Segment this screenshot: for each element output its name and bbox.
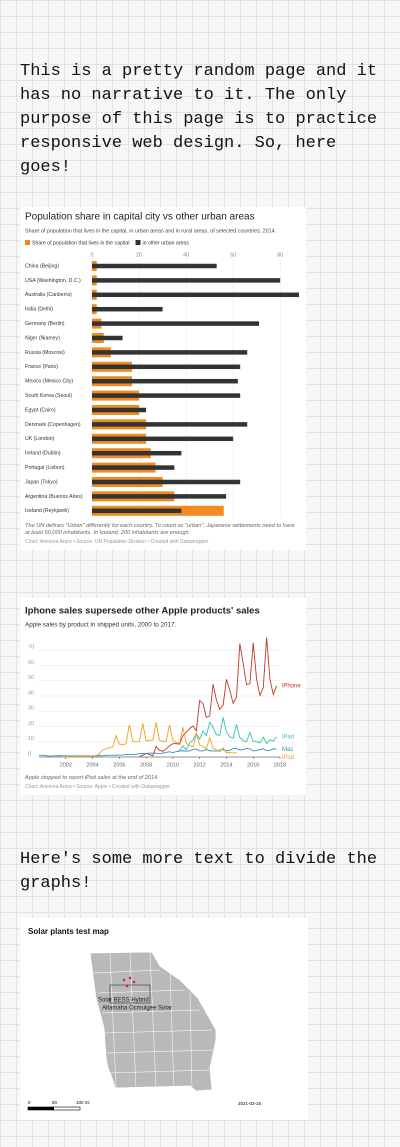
bar xyxy=(92,393,241,398)
x-tick-label: 2008 xyxy=(140,762,152,768)
chart-source: Chart: Ameena Arora • Source: UN Populat… xyxy=(25,539,209,545)
x-tick-label: 60 xyxy=(230,252,236,258)
bar xyxy=(92,378,238,384)
bar xyxy=(92,479,241,485)
chart: Iphone sales supersede other Apple produ… xyxy=(25,606,301,769)
chart-source: Chart: Ameena Arora • Source: Apple • Cr… xyxy=(25,784,170,790)
x-tick-label: 2010 xyxy=(167,762,179,768)
y-tick-label: 50 xyxy=(28,675,34,681)
paragraph: Here's some more text to divide the grap… xyxy=(20,850,378,893)
category-label: Portugal (Lisbon) xyxy=(25,465,65,471)
category-label: Mexico (Mexico City) xyxy=(25,379,73,385)
category-label: Niger (Niamey) xyxy=(25,335,60,341)
bar xyxy=(92,306,163,312)
chart-subtitle: Apple sales by product in shipped units,… xyxy=(25,622,176,629)
county-lines xyxy=(93,951,215,1091)
bar xyxy=(92,450,182,456)
bar xyxy=(92,494,227,499)
chart-note: The UN defines "Urban" differently for e… xyxy=(25,523,295,536)
x-tick-label: 40 xyxy=(183,252,189,258)
map-card: Solar plants test map Solar BESS Hybrid … xyxy=(20,918,308,1120)
series-label: iPod xyxy=(282,755,294,761)
legend-swatch xyxy=(135,240,141,245)
y-tick-label: 30 xyxy=(28,706,34,712)
scale-label: 100 mi xyxy=(76,1100,90,1105)
series-line xyxy=(62,722,237,758)
map: Solar plants test map Solar BESS Hybrid … xyxy=(27,927,262,1111)
chart-card: Iphone sales supersede other Apple produ… xyxy=(20,598,306,795)
chart-card: Population share in capital city vs othe… xyxy=(20,207,306,550)
category-label: Egypt (Cairo) xyxy=(25,407,56,413)
y-tick-label: 70 xyxy=(28,645,34,651)
y-tick-label: 40 xyxy=(28,690,34,696)
bar xyxy=(92,292,299,298)
bar xyxy=(92,335,123,341)
category-label: Denmark (Copenhagen) xyxy=(25,422,81,428)
y-tick-label: 10 xyxy=(28,736,34,742)
x-tick-label: 2014 xyxy=(220,762,232,768)
category-label: USA (Washington, D.C.) xyxy=(25,278,81,284)
bar xyxy=(92,436,234,442)
chart-subtitle: Share of population that lives in the ca… xyxy=(25,228,276,234)
map-label: Solar BESS Hybrid xyxy=(98,998,149,1004)
chart-title: Population share in capital city vs othe… xyxy=(25,212,255,223)
bar xyxy=(92,422,248,427)
series-label: iPhone xyxy=(282,683,301,689)
category-label: South Korea (Seoul) xyxy=(25,393,72,399)
chart-title: Iphone sales supersede other Apple produ… xyxy=(25,606,260,617)
bar xyxy=(92,465,175,470)
series-line xyxy=(176,717,278,753)
x-tick-label: 2004 xyxy=(86,762,98,768)
bar xyxy=(92,350,248,355)
x-tick-label: 20 xyxy=(136,252,142,258)
category-label: Australia (Canberra) xyxy=(25,292,72,298)
plant-markers xyxy=(122,976,136,988)
bar xyxy=(92,508,182,514)
series-line xyxy=(38,747,277,757)
x-tick-label: 2016 xyxy=(247,762,259,768)
y-tick-label: 20 xyxy=(28,721,34,727)
x-tick-label: 2018 xyxy=(274,762,286,768)
series-line xyxy=(139,637,278,757)
category-label: China (Beijing) xyxy=(25,263,59,269)
legend-label: Share of population that lives in the ca… xyxy=(32,240,129,246)
chart-note: Apple stopped to report iPod sales at th… xyxy=(25,775,159,781)
x-tick-label: 2002 xyxy=(60,762,72,768)
y-tick-label: 60 xyxy=(28,660,34,666)
bar xyxy=(92,278,281,283)
category-label: Ireland (Dublin) xyxy=(25,451,61,457)
series-label: iPad xyxy=(282,734,294,740)
legend-label: in other urban areas xyxy=(142,240,189,246)
highlight-box xyxy=(109,984,151,1004)
category-label: Iceland (Reykjavik) xyxy=(25,508,69,514)
bar xyxy=(92,364,241,370)
x-tick-label: 80 xyxy=(277,252,283,258)
category-label: Russia (Moscow) xyxy=(25,350,65,356)
map-date: 2021-03-15 xyxy=(238,1101,262,1106)
category-label: Japan (Tokyo) xyxy=(25,479,58,485)
scale-label: 50 xyxy=(52,1100,58,1105)
paragraph: This is a pretty random page and it has … xyxy=(20,62,378,177)
x-tick-label: 2006 xyxy=(113,762,125,768)
category-label: Germany (Berlin) xyxy=(25,321,65,327)
category-label: France (Paris) xyxy=(25,364,58,370)
chart: Population share in capital city vs othe… xyxy=(25,212,299,518)
bar xyxy=(92,407,147,413)
bar xyxy=(92,263,217,269)
bar xyxy=(92,321,260,326)
scale-bar-fill xyxy=(28,1107,54,1110)
x-tick-label: 0 xyxy=(90,252,93,258)
map-label: Altamaha Ocmulgee Solar xyxy=(102,1006,172,1012)
map-title: Solar plants test map xyxy=(28,927,109,936)
y-tick-label: 0 xyxy=(28,751,31,757)
x-tick-label: 2012 xyxy=(194,762,206,768)
legend-swatch xyxy=(25,240,30,245)
series-label: Mac xyxy=(282,747,293,753)
category-label: India (Delhi) xyxy=(25,307,53,313)
category-label: UK (London) xyxy=(25,436,55,442)
category-label: Argentina (Buenos Aires) xyxy=(25,494,83,500)
scale-label: 0 xyxy=(28,1100,31,1105)
